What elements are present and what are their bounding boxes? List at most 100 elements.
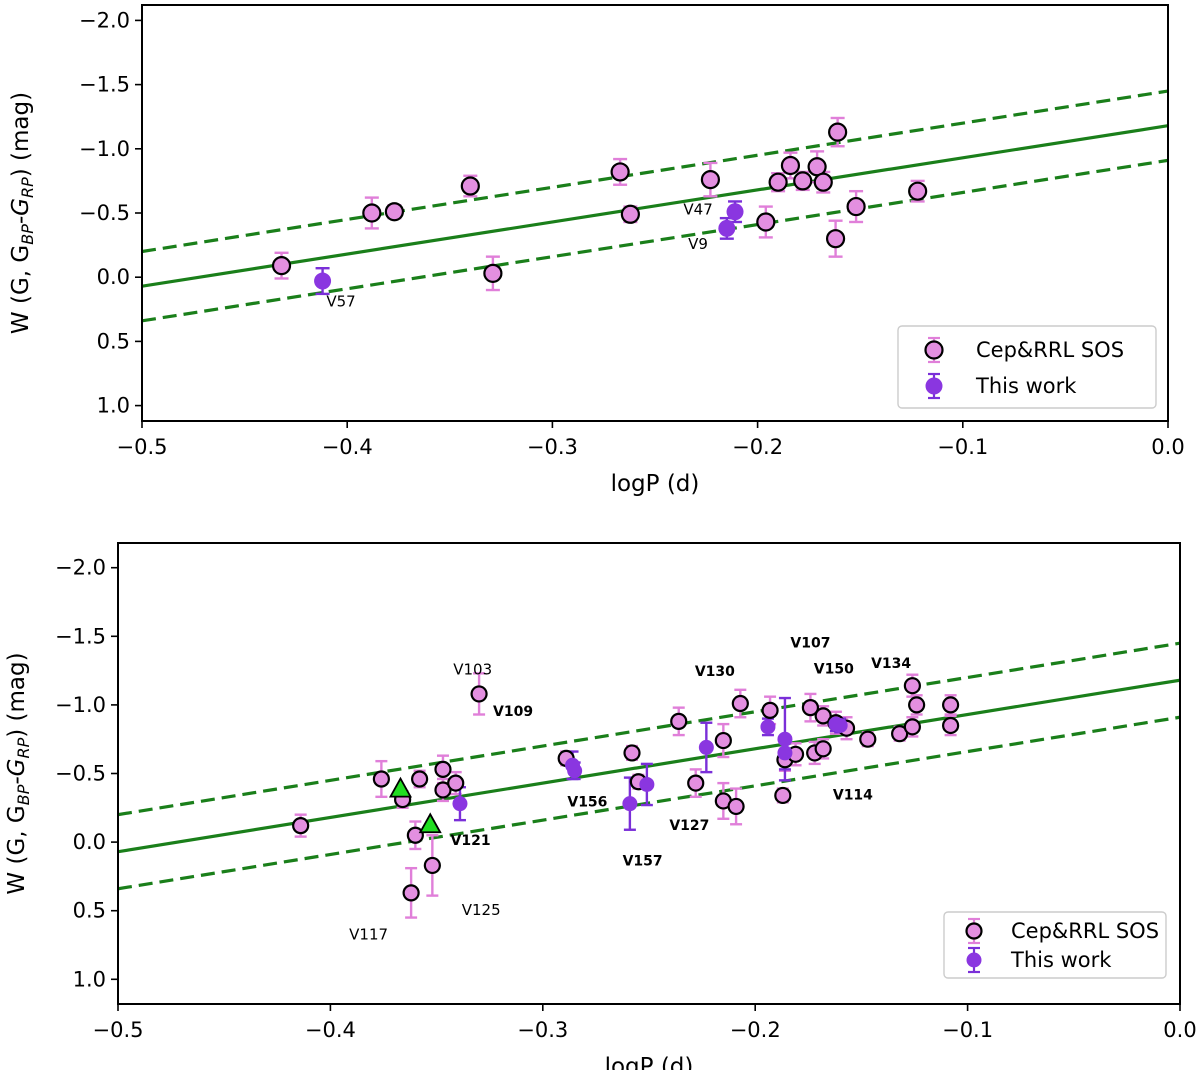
star-label: V47 <box>683 200 712 218</box>
x-tick-label: −0.5 <box>93 1018 144 1042</box>
sos-point <box>942 696 960 714</box>
star-label: V114 <box>833 788 873 804</box>
sos-point <box>700 170 721 190</box>
y-tick-label: −0.5 <box>79 201 130 225</box>
x-tick-label: −0.4 <box>305 1018 356 1042</box>
y-tick-label: −0.5 <box>55 762 106 786</box>
x-axis-label: logP (d) <box>611 471 700 497</box>
work-point <box>567 763 583 779</box>
sos-point <box>362 203 382 223</box>
sos-point <box>610 162 630 182</box>
y-tick-label: −2.0 <box>79 8 130 32</box>
bottom-panel: V103 V107 V130 V150 V134 V109 V156 V127 V114 V121… <box>4 542 1197 1074</box>
star-label: V150 <box>814 661 854 677</box>
sos-point <box>761 701 779 719</box>
work-point <box>639 776 655 792</box>
x-axis-label: logP (d) <box>605 1054 694 1070</box>
fit-upper-dashed-line <box>142 158 1168 323</box>
sos-point <box>801 699 820 717</box>
sos-point <box>402 884 420 902</box>
fit-upper-dashed-line <box>118 715 1180 891</box>
fit-line <box>118 678 1180 854</box>
sos-point <box>423 856 441 875</box>
sos-point <box>687 774 705 792</box>
y-axis-label-part: RP <box>14 737 33 758</box>
sos-point <box>271 256 292 276</box>
legend-work-label: This work <box>1010 948 1112 972</box>
work-point <box>832 717 848 733</box>
triangle-point <box>388 776 413 798</box>
y-axis-label-part: -G <box>4 759 30 785</box>
y-tick-label: −1.0 <box>79 137 130 161</box>
y-axis-label-part: -G <box>8 198 34 224</box>
plot-area <box>118 641 1180 919</box>
sos-point <box>828 122 848 142</box>
work-point <box>452 796 468 812</box>
legend-work-label: This work <box>975 374 1077 398</box>
sos-point <box>780 155 801 176</box>
y-tick-label: 0.0 <box>97 265 130 289</box>
legend-sos-marker <box>965 922 983 940</box>
sos-point <box>623 744 641 762</box>
x-tick-label: −0.2 <box>730 1018 781 1042</box>
triangle-point <box>418 812 442 834</box>
star-label: V107 <box>790 635 830 651</box>
sos-point <box>460 176 480 196</box>
sos-point <box>434 760 452 778</box>
sos-point <box>384 202 404 222</box>
y-tick-label: 1.0 <box>97 394 130 418</box>
sos-point <box>620 204 640 224</box>
x-tick-label: −0.4 <box>322 435 373 459</box>
x-tick-label: −0.3 <box>527 435 578 459</box>
y-tick-label: 0.0 <box>73 830 106 854</box>
sos-point <box>859 730 877 748</box>
y-tick-label: −1.0 <box>55 693 106 717</box>
sos-point <box>727 797 745 816</box>
legend-box <box>897 325 1157 409</box>
x-tick-label: −0.1 <box>937 435 988 459</box>
y-axis-label-part: W (G, G <box>8 245 34 334</box>
sos-point <box>768 172 788 192</box>
sos-point <box>814 707 832 725</box>
y-tick-label: 0.5 <box>73 899 106 923</box>
sos-point <box>292 817 310 835</box>
star-label: V134 <box>871 656 911 672</box>
sos-point <box>731 694 749 713</box>
legend-sos-label: Cep&RRL SOS <box>1011 919 1159 943</box>
sos-point <box>470 685 488 703</box>
y-axis-label-part: ) (mag) <box>8 92 34 177</box>
x-tick-label: −0.5 <box>117 435 168 459</box>
star-label: V57 <box>326 293 355 311</box>
x-tick-label: 0.0 <box>1163 1018 1196 1042</box>
legend-work-marker <box>925 377 943 395</box>
legend-sos-label: Cep&RRL SOS <box>976 338 1124 362</box>
y-axis-label: W (G, GBP-GRP) (mag) <box>4 652 33 894</box>
sos-point <box>714 731 732 750</box>
plot-area <box>142 89 1168 323</box>
work-point <box>622 796 638 812</box>
sos-point <box>756 212 776 232</box>
sos-point <box>814 740 832 758</box>
y-axis-label-part: BP <box>18 224 37 245</box>
x-tick-label: 0.0 <box>1151 435 1184 459</box>
star-label: V127 <box>669 818 709 834</box>
sos-point <box>670 712 688 730</box>
legend-box <box>943 911 1167 979</box>
legend: Cep&RRL SOS This work <box>943 911 1167 979</box>
x-tick-label: −0.2 <box>732 435 783 459</box>
x-tick-label: −0.3 <box>517 1018 568 1042</box>
sos-point <box>434 781 452 799</box>
y-tick-label: −1.5 <box>55 624 106 648</box>
y-tick-label: 0.5 <box>97 329 130 353</box>
sos-point <box>942 716 960 735</box>
sos-point <box>903 677 921 695</box>
y-axis-label-part: BP <box>14 784 33 805</box>
y-axis-label-part: RP <box>18 177 37 198</box>
sos-point <box>483 263 503 283</box>
sos-point <box>908 696 926 714</box>
star-label: V157 <box>623 853 663 869</box>
star-label: V125 <box>462 901 501 919</box>
work-point <box>314 272 332 290</box>
